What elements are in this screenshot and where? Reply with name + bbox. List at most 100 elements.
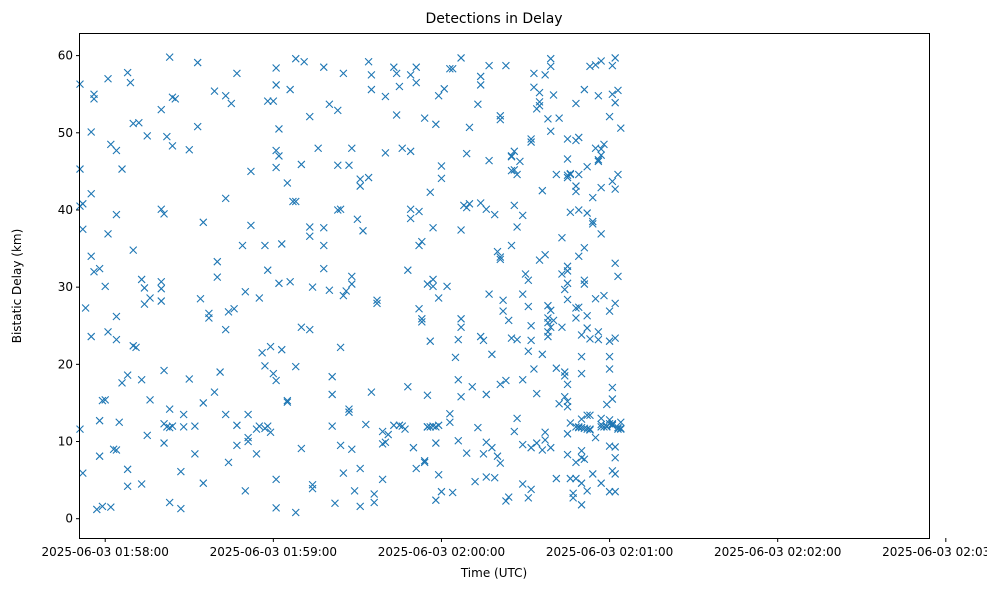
data-point — [104, 74, 112, 83]
data-point — [319, 241, 328, 250]
data-point — [216, 368, 224, 376]
data-point — [591, 433, 600, 442]
data-point — [165, 498, 174, 507]
data-point — [454, 436, 463, 445]
data-point — [406, 214, 415, 223]
data-point — [336, 343, 345, 352]
data-point — [227, 99, 236, 108]
data-point — [597, 230, 606, 238]
data-point — [611, 299, 620, 308]
data-point — [137, 375, 146, 384]
data-point — [507, 152, 516, 160]
y-tick-label: 30 — [58, 280, 73, 294]
data-point — [580, 243, 589, 252]
data-point — [569, 493, 578, 502]
data-point — [485, 61, 493, 70]
data-point — [616, 124, 625, 133]
data-point — [502, 497, 510, 505]
data-point — [597, 57, 606, 65]
data-point — [263, 422, 272, 430]
data-point — [541, 71, 550, 79]
data-point — [381, 148, 390, 157]
y-tick-label: 20 — [58, 357, 73, 371]
data-point — [190, 422, 199, 430]
data-point — [482, 473, 491, 481]
data-point — [605, 365, 614, 373]
data-point — [560, 392, 569, 401]
data-point — [580, 455, 589, 464]
data-point — [112, 335, 121, 344]
data-point — [616, 418, 625, 427]
data-point — [558, 323, 566, 332]
data-point — [137, 480, 146, 488]
data-point — [87, 252, 96, 261]
data-point — [160, 209, 168, 218]
data-point — [81, 304, 90, 312]
data-point — [611, 470, 620, 478]
data-point — [305, 325, 314, 334]
data-point — [221, 194, 230, 203]
data-point — [549, 91, 558, 99]
data-point — [426, 337, 435, 346]
data-point — [513, 223, 521, 231]
data-point — [345, 408, 353, 417]
data-point — [381, 438, 390, 447]
data-point — [574, 133, 583, 142]
x-tick-label: 2025-06-03 01:58:00 — [41, 545, 168, 559]
data-point — [583, 425, 592, 434]
data-point — [510, 165, 519, 174]
data-point — [468, 382, 477, 391]
data-point — [572, 458, 580, 467]
data-point — [143, 431, 152, 440]
data-point — [364, 173, 373, 182]
data-point — [426, 188, 435, 197]
data-point — [518, 211, 527, 220]
data-point — [513, 414, 521, 423]
data-point — [555, 399, 564, 408]
data-point — [510, 201, 519, 210]
data-point — [462, 203, 471, 212]
data-point — [367, 388, 376, 397]
data-point — [224, 307, 233, 316]
data-point — [350, 487, 359, 495]
data-point — [580, 276, 589, 285]
data-point — [233, 441, 241, 450]
data-point — [129, 246, 138, 254]
data-point — [308, 484, 317, 493]
data-point — [577, 423, 586, 432]
data-point — [261, 361, 269, 370]
data-point — [572, 187, 580, 196]
data-point — [109, 445, 118, 454]
data-point — [437, 162, 446, 170]
data-point — [473, 423, 482, 432]
data-point — [143, 131, 152, 140]
data-point — [530, 365, 538, 373]
data-point — [403, 382, 412, 391]
data-point — [328, 390, 337, 399]
data-point — [420, 456, 429, 465]
data-point — [255, 294, 264, 302]
data-point — [112, 146, 121, 155]
data-point — [95, 452, 104, 461]
data-point — [544, 301, 552, 310]
data-point — [541, 436, 550, 444]
data-point — [586, 426, 594, 434]
data-point — [594, 328, 603, 336]
data-point — [588, 470, 597, 478]
y-tick-label: 40 — [58, 203, 73, 217]
data-point — [549, 316, 558, 325]
chart-title: Detections in Delay — [425, 11, 562, 27]
data-point — [356, 182, 365, 190]
data-point — [527, 135, 536, 143]
data-point — [530, 69, 538, 78]
data-point — [516, 157, 524, 166]
data-point — [496, 111, 505, 120]
data-point — [566, 419, 575, 427]
data-point — [238, 241, 247, 250]
data-point — [319, 264, 328, 273]
data-point — [258, 348, 267, 357]
data-point — [594, 91, 603, 100]
data-point — [600, 291, 608, 300]
data-point — [353, 215, 362, 224]
data-point — [558, 233, 566, 242]
